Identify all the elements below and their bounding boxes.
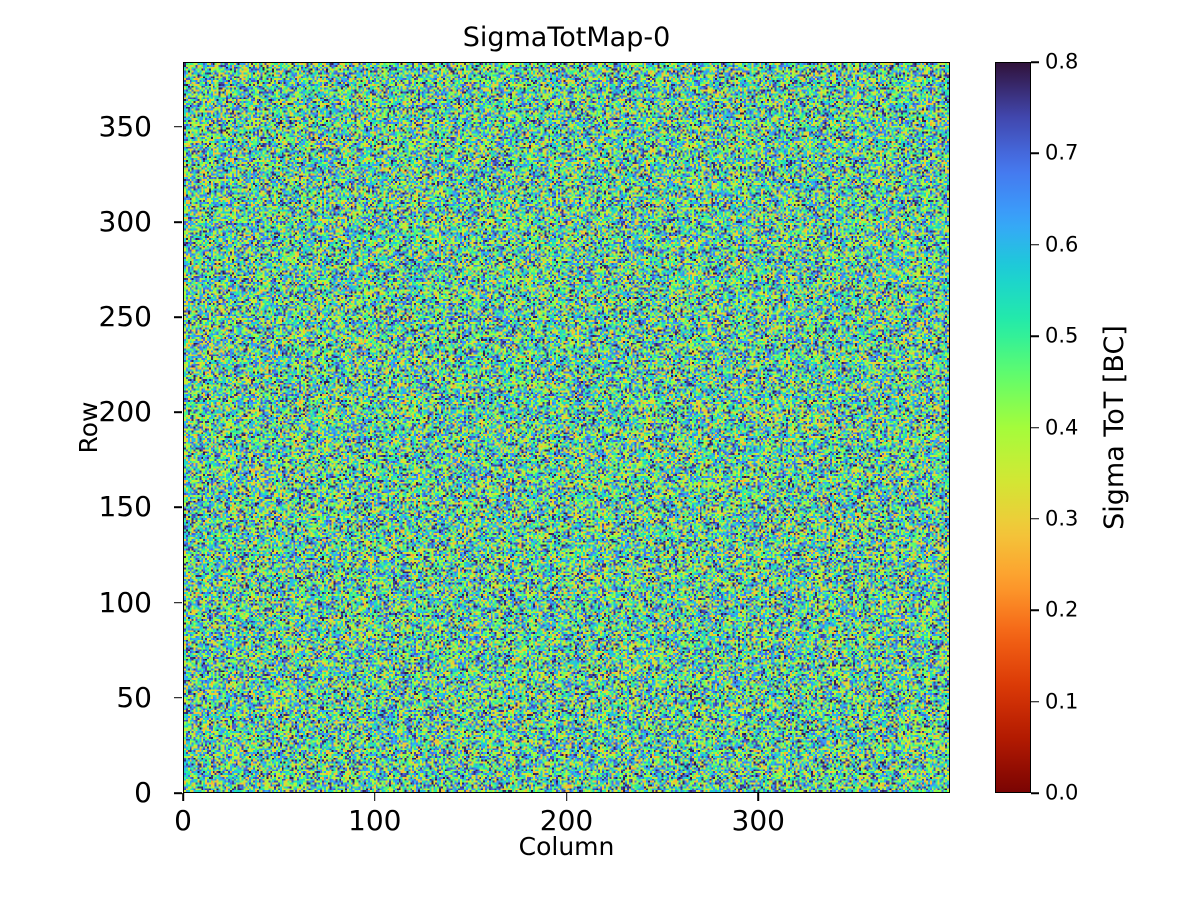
colorbar-tick-mark — [1031, 152, 1039, 155]
y-tick-mark — [174, 601, 182, 604]
colorbar-tick-mark — [1031, 61, 1039, 63]
y-tick-label: 0 — [134, 776, 152, 809]
colorbar-tick-label: 0.2 — [1045, 597, 1079, 622]
y-tick-mark — [174, 221, 182, 223]
colorbar-tick-label: 0.5 — [1045, 323, 1079, 348]
heatmap-plot-area[interactable] — [183, 62, 950, 793]
colorbar-tick-mark — [1031, 244, 1039, 246]
y-axis-label: Row — [74, 401, 103, 454]
y-tick-mark — [174, 697, 182, 699]
x-tick-mark — [757, 793, 760, 801]
colorbar-tick-mark — [1031, 335, 1039, 337]
colorbar-tick-mark — [1031, 700, 1039, 703]
colorbar-tick-label: 0.3 — [1045, 506, 1079, 531]
y-tick-mark — [174, 411, 182, 414]
y-tick-label: 300 — [98, 204, 152, 238]
y-tick-label: 250 — [98, 300, 152, 334]
x-tick-label: 100 — [348, 804, 402, 837]
colorbar-tick-label: 0.4 — [1045, 415, 1079, 439]
heatmap-image[interactable] — [184, 63, 949, 792]
y-tick-mark — [174, 792, 182, 794]
y-tick-label: 50 — [116, 680, 152, 714]
page-title: SigmaTotMap-0 — [462, 22, 671, 53]
x-axis-label: Column — [518, 832, 615, 861]
colorbar-label: Sigma ToT [BC] — [1099, 325, 1130, 530]
y-tick-mark — [174, 506, 182, 509]
x-tick-label: 200 — [539, 804, 594, 837]
colorbar-tick-mark — [1031, 609, 1039, 611]
x-tick-mark — [373, 793, 376, 801]
colorbar-tick-label: 0.7 — [1045, 140, 1079, 165]
colorbar-gradient — [995, 62, 1031, 793]
colorbar-tick-label: 0.8 — [1045, 49, 1079, 74]
colorbar-tick-mark — [1031, 792, 1039, 794]
y-tick-label: 200 — [98, 395, 152, 429]
x-tick-mark — [182, 793, 184, 801]
colorbar-tick-label: 0.0 — [1045, 780, 1079, 805]
x-axis: 0 100 200 300 — [0, 793, 1200, 903]
colorbar-tick-label: 0.1 — [1045, 689, 1079, 714]
y-tick-label: 150 — [98, 490, 152, 524]
colorbar[interactable] — [995, 62, 1031, 793]
x-tick-label: 0 — [174, 804, 192, 837]
y-tick-label: 100 — [98, 585, 152, 619]
colorbar-tick-group: 0.0 0.1 0.2 0.3 0.4 0.5 0.6 0.7 0.8 — [995, 0, 1200, 900]
colorbar-tick-mark — [1031, 426, 1039, 429]
y-tick-mark — [174, 125, 182, 128]
y-tick-mark — [174, 316, 182, 318]
x-tick-label: 300 — [731, 804, 785, 837]
y-tick-label: 350 — [98, 109, 152, 143]
colorbar-tick-mark — [1031, 518, 1039, 520]
y-axis: 0 50 100 150 200 250 300 350 — [0, 0, 182, 900]
x-tick-mark — [565, 793, 568, 801]
colorbar-tick-label: 0.6 — [1045, 232, 1079, 257]
